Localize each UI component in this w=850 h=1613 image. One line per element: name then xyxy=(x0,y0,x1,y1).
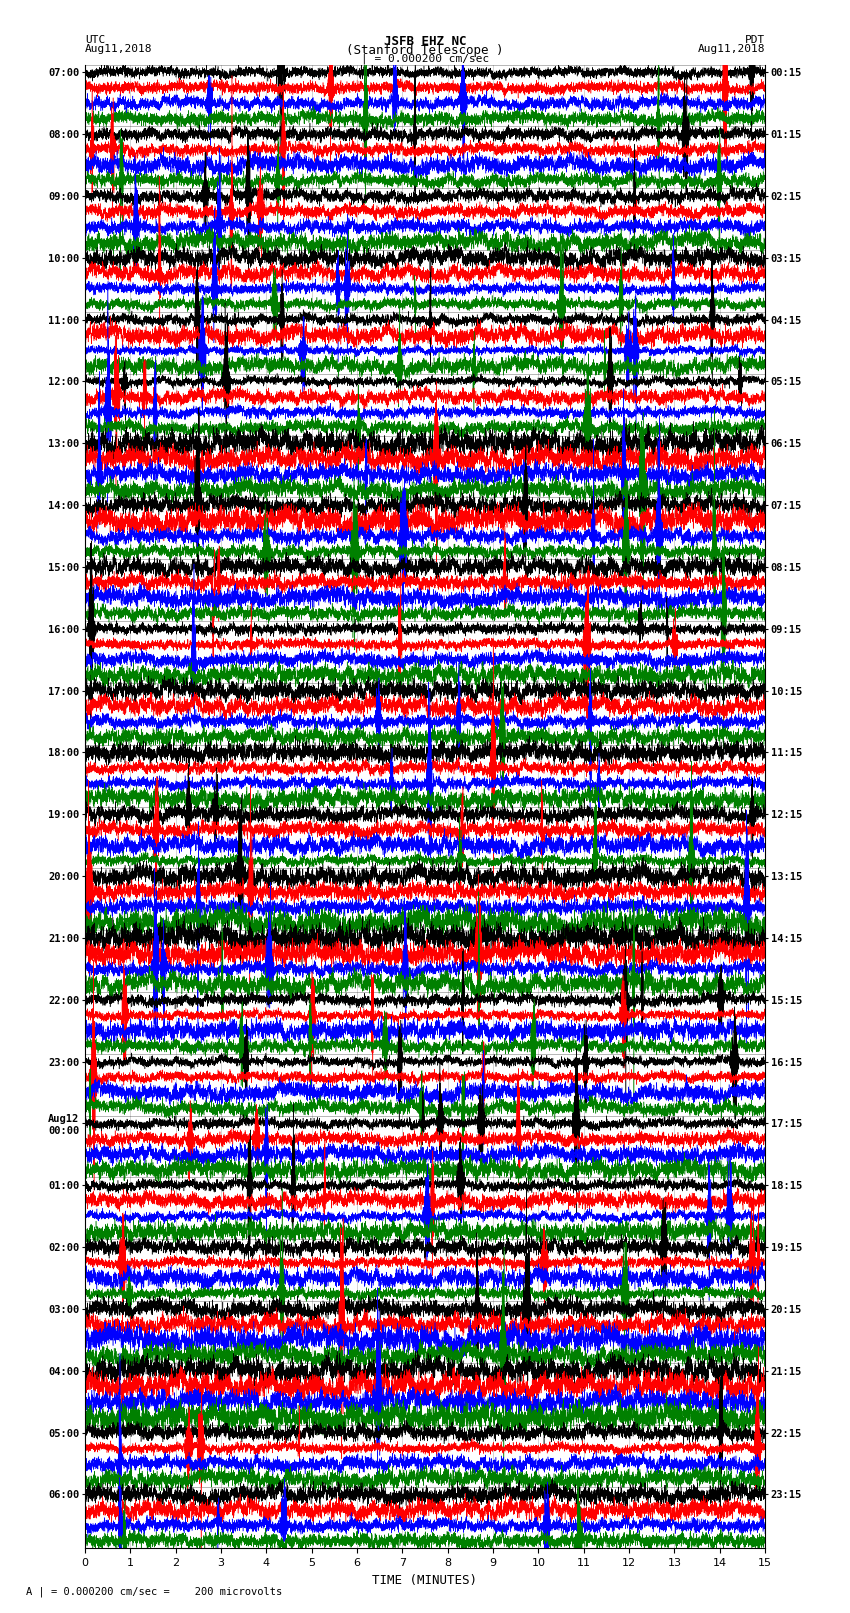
Text: Aug11,2018: Aug11,2018 xyxy=(698,44,765,53)
Text: | = 0.000200 cm/sec: | = 0.000200 cm/sec xyxy=(361,53,489,65)
X-axis label: TIME (MINUTES): TIME (MINUTES) xyxy=(372,1574,478,1587)
Text: (Stanford Telescope ): (Stanford Telescope ) xyxy=(346,44,504,56)
Text: A | = 0.000200 cm/sec =    200 microvolts: A | = 0.000200 cm/sec = 200 microvolts xyxy=(26,1586,281,1597)
Text: UTC: UTC xyxy=(85,35,105,45)
Text: Aug11,2018: Aug11,2018 xyxy=(85,44,152,53)
Text: JSFB EHZ NC: JSFB EHZ NC xyxy=(383,35,467,48)
Text: PDT: PDT xyxy=(745,35,765,45)
